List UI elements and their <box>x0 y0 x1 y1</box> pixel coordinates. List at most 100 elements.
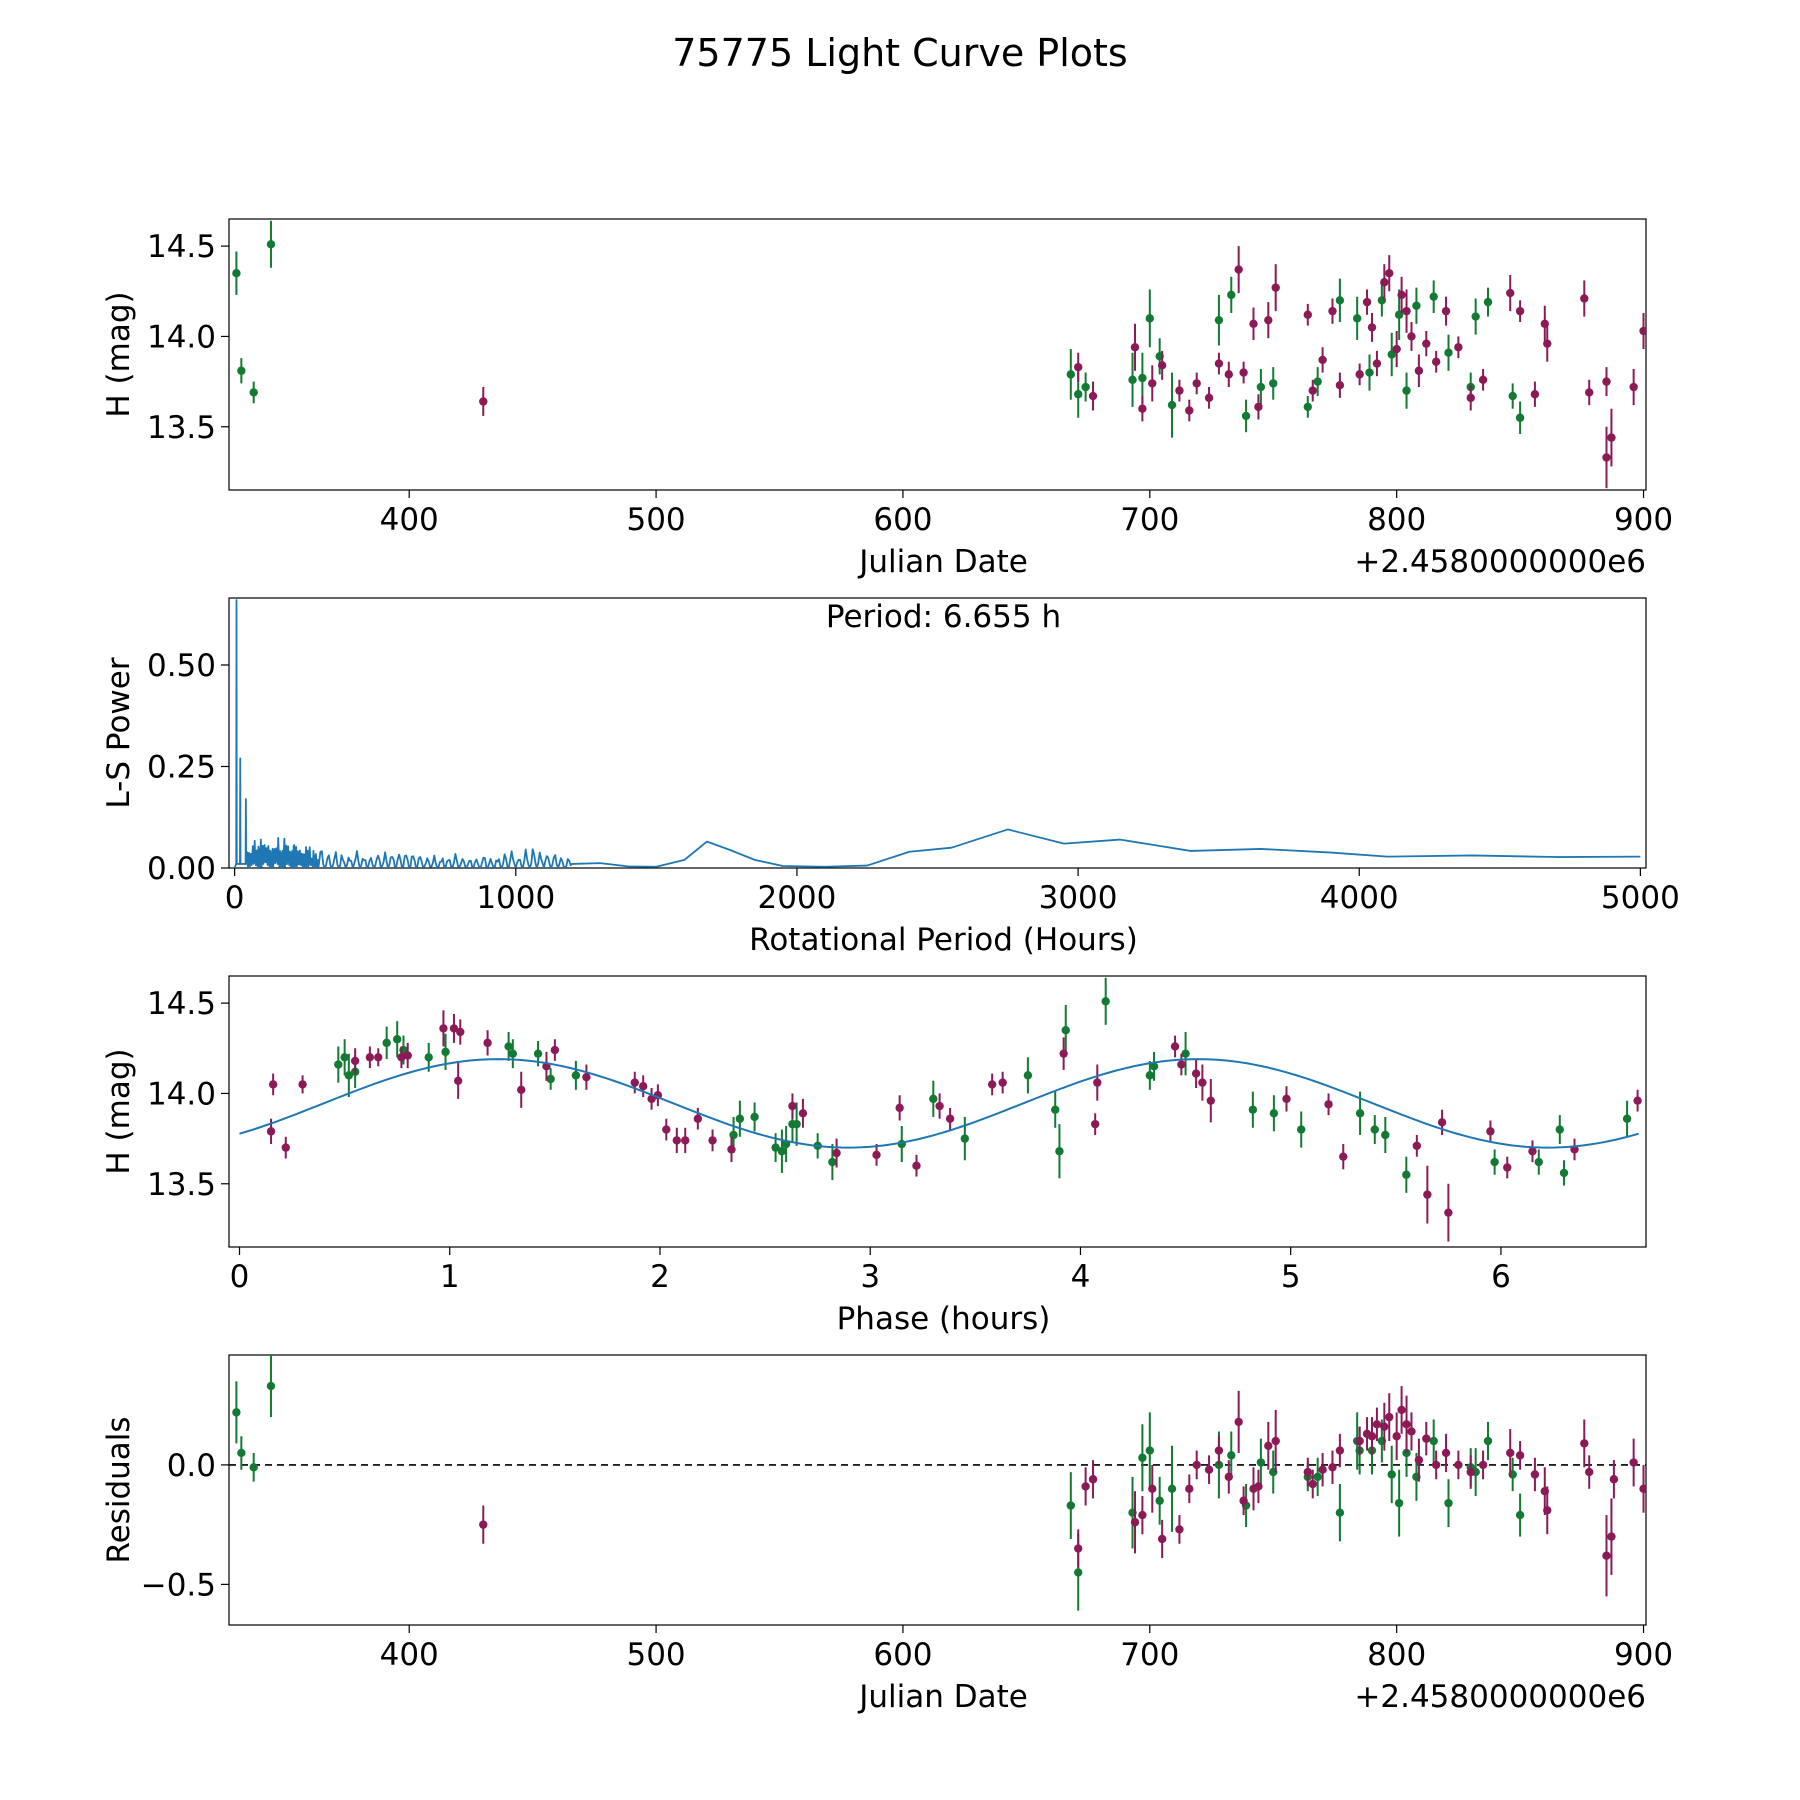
data-point <box>1444 1498 1453 1508</box>
y-tick-label: 13.5 <box>147 410 216 446</box>
data-point <box>1248 1105 1258 1114</box>
light-curve-panel: 400 500 600 700 800 900 13.5 14.0 14.5 Julian Dat… <box>101 218 1673 580</box>
data-point <box>1585 1467 1594 1477</box>
data-point <box>1466 393 1475 403</box>
y-axis-label: L-S Power <box>101 657 137 808</box>
data-point <box>1385 269 1394 278</box>
data-point <box>1431 357 1441 366</box>
data-point <box>1397 290 1406 300</box>
data-point <box>1074 1544 1083 1553</box>
data-point <box>1081 382 1090 392</box>
data-point <box>771 1143 780 1152</box>
data-point <box>1530 390 1540 399</box>
data-point <box>828 1157 837 1167</box>
data-point <box>960 1134 970 1143</box>
data-point <box>392 1035 402 1044</box>
data-point <box>1175 1525 1184 1534</box>
data-point <box>792 1119 801 1129</box>
data-point <box>382 1038 391 1048</box>
data-point <box>1394 1498 1404 1508</box>
data-point <box>1515 1451 1525 1460</box>
data-point <box>1422 339 1431 348</box>
data-point <box>1530 1470 1540 1479</box>
x-tick-label: 500 <box>626 502 685 538</box>
data-point <box>1214 315 1224 325</box>
data-point <box>1515 1510 1525 1520</box>
x-tick-label: 900 <box>1614 502 1673 538</box>
plot-frame <box>228 597 1647 869</box>
data-point <box>1271 283 1280 292</box>
data-point <box>1441 306 1451 316</box>
plot-frame <box>228 1354 1647 1626</box>
figure-title: 75775 Light Curve Plots <box>672 31 1127 75</box>
data-point <box>1609 1475 1619 1484</box>
data-point <box>1130 1518 1140 1527</box>
data-point <box>1486 1127 1495 1136</box>
data-point <box>1185 1484 1194 1494</box>
data-point <box>533 1049 543 1058</box>
data-point <box>1318 1465 1327 1474</box>
x-tick-label: 2 <box>650 1259 670 1295</box>
data-point <box>1191 1069 1201 1078</box>
data-point <box>1214 1460 1224 1470</box>
data-point <box>727 1145 736 1154</box>
data-point <box>647 1094 656 1104</box>
data-point <box>1387 350 1396 359</box>
data-point <box>424 1053 433 1062</box>
data-point <box>1297 1125 1306 1134</box>
data-point <box>1506 1448 1515 1458</box>
x-tick-label: 700 <box>1120 1637 1179 1673</box>
data-point <box>1234 265 1243 274</box>
data-point <box>1503 1163 1512 1172</box>
data-point <box>508 1049 518 1058</box>
data-point <box>237 366 246 375</box>
data-point <box>1204 393 1214 403</box>
data-point <box>1431 1460 1441 1470</box>
y-axis-label: H (mag) <box>101 1048 137 1174</box>
data-point <box>365 1053 375 1062</box>
phase-plot-panel: 0 1 2 3 4 5 6 13.5 14.0 14.5 Phase (hours) H (mag) <box>101 975 1647 1337</box>
data-point <box>1308 386 1317 395</box>
x-offset-label: +2.4580000000e6 <box>1354 1679 1646 1715</box>
data-point <box>1407 1427 1416 1436</box>
data-point <box>788 1101 797 1111</box>
y-tick-label: 14.5 <box>147 986 216 1022</box>
y-tick-label: 0.25 <box>147 749 216 785</box>
data-point <box>1145 1446 1155 1455</box>
data-point <box>1370 1125 1379 1134</box>
data-point <box>1138 1453 1147 1462</box>
data-point <box>350 1056 360 1066</box>
data-point <box>237 1448 246 1458</box>
data-point <box>1483 297 1493 307</box>
x-tick-label: 1 <box>440 1259 460 1295</box>
y-tick-label: 13.5 <box>147 1167 216 1203</box>
data-point <box>1372 359 1382 368</box>
data-point <box>1167 400 1177 410</box>
data-point <box>1380 278 1389 287</box>
data-point <box>1128 375 1137 384</box>
y-tick-label: 0.50 <box>147 648 216 684</box>
data-point <box>1639 326 1646 336</box>
data-point <box>1580 294 1589 303</box>
data-point <box>1074 1568 1083 1577</box>
series-purple <box>479 1386 1646 1597</box>
x-tick-label: 1000 <box>476 880 555 916</box>
data-point <box>298 1080 307 1089</box>
data-point <box>1192 379 1201 388</box>
data-point <box>266 240 276 249</box>
x-tick-label: 6 <box>1491 1259 1511 1295</box>
data-layer <box>232 220 1646 489</box>
data-point <box>1303 310 1312 319</box>
data-point <box>998 1078 1007 1087</box>
data-point <box>1313 1472 1322 1482</box>
data-point <box>750 1112 759 1122</box>
data-point <box>1515 413 1525 422</box>
data-point <box>1155 1496 1164 1505</box>
data-point <box>1177 1060 1186 1069</box>
data-point <box>1385 1412 1394 1422</box>
data-point <box>1367 323 1377 332</box>
data-point <box>1412 1141 1422 1151</box>
x-tick-label: 900 <box>1614 1637 1673 1673</box>
data-point <box>1423 1190 1432 1199</box>
